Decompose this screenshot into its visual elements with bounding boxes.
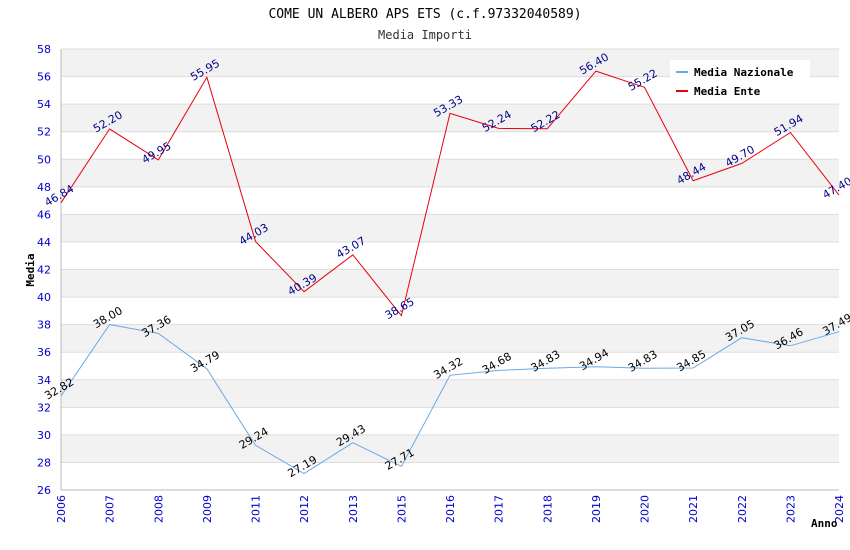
y-tick-label: 44 [37, 236, 51, 249]
chart-title: COME UN ALBERO APS ETS (c.f.97332040589) [268, 7, 581, 22]
x-tick-label: 2015 [395, 495, 408, 523]
x-tick-label: 2020 [639, 495, 652, 523]
legend: Media Nazionale Media Ente [670, 60, 810, 100]
x-tick-label: 2022 [736, 495, 749, 523]
x-tick-label: 2019 [590, 495, 603, 523]
y-tick-label: 58 [37, 43, 51, 56]
legend-entry: Media Ente [694, 85, 761, 98]
x-tick-label: 2012 [298, 495, 311, 523]
y-tick-label: 46 [37, 208, 51, 221]
chart-subtitle: Media Importi [378, 28, 472, 42]
x-tick-label: 2009 [201, 495, 214, 523]
x-tick-label: 2023 [784, 495, 797, 523]
x-tick-label: 2024 [833, 495, 846, 523]
grid-band [61, 159, 839, 187]
x-tick-label: 2007 [104, 495, 117, 523]
y-tick-label: 42 [37, 264, 51, 277]
grid-band [61, 241, 839, 270]
y-axis-ticks: 26 28 30 32 34 36 38 40 42 44 46 48 50 52 54 56 58 [37, 43, 51, 497]
x-axis-label: Anno [811, 517, 838, 530]
y-tick-label: 50 [37, 153, 51, 166]
grid-band [61, 186, 839, 215]
y-tick-label: 30 [37, 429, 51, 442]
x-tick-label: 2018 [541, 495, 554, 523]
y-tick-label: 34 [37, 374, 51, 387]
x-tick-label: 2016 [444, 495, 457, 523]
grid-band [61, 131, 839, 160]
y-tick-label: 32 [37, 401, 51, 414]
y-tick-label: 26 [37, 484, 51, 497]
y-tick-label: 52 [37, 126, 51, 139]
y-tick-label: 40 [37, 291, 51, 304]
x-axis-ticks: 2006 2007 2008 2009 2011 2012 2013 2015 2016 2017… [55, 495, 846, 523]
series-lines [60, 70, 840, 475]
y-tick-label: 36 [37, 346, 51, 359]
x-tick-label: 2021 [687, 495, 700, 523]
x-tick-label: 2008 [152, 495, 165, 523]
y-axis-label: Media [24, 253, 37, 286]
x-tick-label: 2017 [493, 495, 506, 523]
grid-band [61, 297, 839, 325]
legend-box [670, 60, 810, 100]
grid-band [61, 269, 839, 298]
series-line-1 [60, 70, 840, 317]
y-tick-label: 38 [37, 319, 51, 332]
series-line-0 [60, 324, 840, 475]
legend-entry: Media Nazionale [694, 66, 794, 79]
grid-band [61, 434, 839, 463]
y-tick-label: 54 [37, 98, 51, 111]
x-tick-label: 2011 [250, 495, 263, 523]
y-tick-label: 28 [37, 456, 51, 469]
grid-band [61, 407, 839, 435]
y-tick-label: 48 [37, 181, 51, 194]
grid-band [61, 214, 839, 242]
y-tick-label: 56 [37, 71, 51, 84]
x-tick-label: 2006 [55, 495, 68, 523]
grid-band [61, 104, 839, 132]
grid-band [61, 379, 839, 408]
grid-lines [61, 48, 839, 491]
grid-band [61, 462, 839, 490]
grid-band [61, 324, 839, 353]
x-tick-label: 2013 [347, 495, 360, 523]
